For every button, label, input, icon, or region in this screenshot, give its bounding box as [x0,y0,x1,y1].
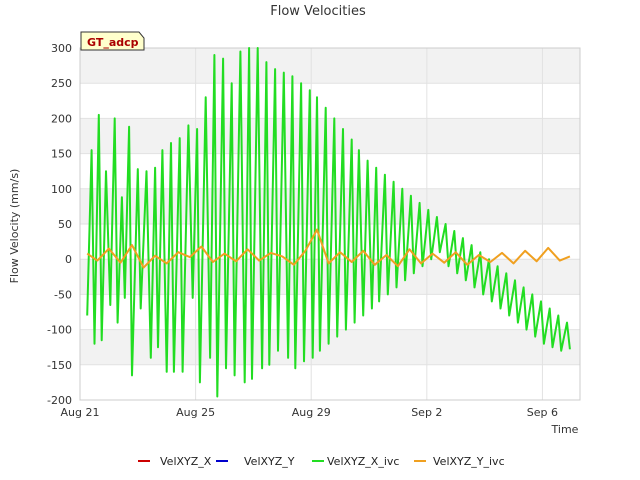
y-tick-label: 50 [58,218,72,231]
series-line-velxyz-y-ivc [86,228,571,269]
grid-band [80,118,580,154]
y-tick-label: 100 [51,183,72,196]
badge-label: GT_adcp [87,36,139,49]
gt-adcp-badge: GT_adcp [80,31,145,51]
y-tick-label: -100 [47,324,72,337]
x-axis-label: Time [551,423,579,436]
x-tick-label: Sep 6 [527,406,558,419]
y-tick-label: 300 [51,42,72,55]
legend-label-velxyz-x-ivc: VelXYZ_X_ivc [327,455,399,468]
grid-band [80,48,580,84]
y-tick-label: 200 [51,112,72,125]
grid-band [80,329,580,365]
x-tick-label: Aug 29 [292,406,331,419]
y-tick-label: -50 [54,288,72,301]
series-line-velxyz-x-ivc [86,47,571,398]
x-axis-ticks: Aug 21 Aug 25 Aug 29 Sep 2 Sep 6 [61,406,559,419]
legend-label-velxyz-y-ivc: VelXYZ_Y_ivc [433,455,505,468]
legend-label-velxyz-y: VelXYZ_Y [244,455,295,468]
chart-title: Flow Velocities [270,4,366,19]
y-tick-label: 250 [51,77,72,90]
y-tick-label: -200 [47,394,72,407]
y-axis-label: Flow Velocity (mm/s) [8,169,21,284]
plot-bands [80,48,580,365]
x-tick-label: Sep 2 [411,406,442,419]
series-lines [86,47,571,398]
legend: VelXYZ_X VelXYZ_Y VelXYZ_X_ivc VelXYZ_Y_ivc [138,455,505,468]
x-tick-label: Aug 25 [176,406,215,419]
y-tick-label: -150 [47,359,72,372]
badge-box [80,31,145,51]
y-tick-label: 150 [51,148,72,161]
x-tick-label: Aug 21 [61,406,100,419]
y-tick-label: 0 [65,253,72,266]
y-axis-ticks: -200 -150 -100 -50 0 50 100 150 200 250 300 [47,42,72,407]
legend-label-velxyz-x: VelXYZ_X [160,455,212,468]
plot-frame [79,47,581,401]
